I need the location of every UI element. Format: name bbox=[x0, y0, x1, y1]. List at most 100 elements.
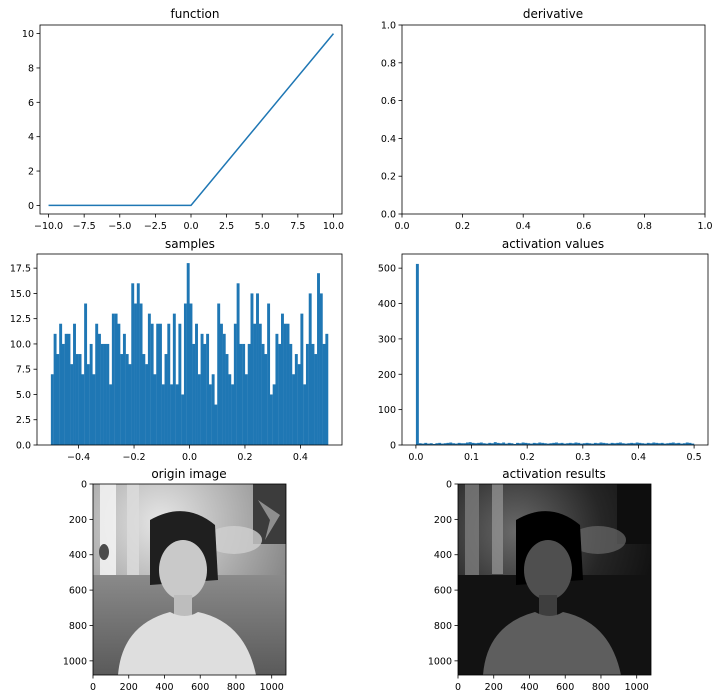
samples-bar bbox=[111, 313, 115, 445]
y-tick-label: 1.0 bbox=[381, 21, 396, 32]
samples-bar bbox=[236, 283, 240, 445]
x-tick-label: 0 bbox=[90, 682, 96, 693]
samples-bar bbox=[214, 404, 218, 445]
samples-bar bbox=[269, 394, 273, 445]
y-tick-label: 4 bbox=[28, 132, 34, 143]
chart-derivative: derivative 0.0 0.2 0.4 0.6 0.8 1.00.00.20.40.… bbox=[381, 7, 713, 232]
samples-bar bbox=[228, 374, 232, 445]
x-tick-label: 5.0 bbox=[255, 221, 270, 232]
activation-bar bbox=[613, 443, 617, 445]
samples-bar bbox=[70, 364, 74, 445]
activation-bar bbox=[644, 443, 647, 445]
activation-bar bbox=[674, 443, 678, 445]
x-tick-label: 0.0 bbox=[183, 221, 198, 232]
samples-bar bbox=[153, 374, 157, 445]
activation-bar bbox=[627, 443, 631, 445]
samples-bar bbox=[125, 354, 129, 445]
activation-bar bbox=[471, 442, 475, 445]
activation-bar bbox=[435, 443, 439, 445]
activation-bar bbox=[691, 443, 695, 445]
samples-bar bbox=[200, 333, 204, 445]
activation-bar bbox=[566, 443, 570, 445]
activation-bar bbox=[432, 443, 436, 445]
samples-bar bbox=[195, 323, 198, 445]
activation-bar bbox=[621, 443, 625, 445]
x-tick-label: 0.2 bbox=[455, 221, 470, 232]
x-tick-label: 0.1 bbox=[464, 452, 479, 463]
activation-bar bbox=[641, 443, 645, 445]
samples-bar bbox=[242, 343, 246, 445]
samples-bar bbox=[283, 323, 287, 445]
x-tick-label: 0.0 bbox=[408, 452, 423, 463]
activation-bar bbox=[538, 442, 542, 445]
samples-bar bbox=[73, 323, 76, 445]
y-tick-label: 300 bbox=[378, 334, 396, 345]
activation-bar bbox=[577, 442, 581, 445]
activation-bar bbox=[557, 443, 561, 445]
y-tick-label: 10.0 bbox=[10, 339, 31, 350]
x-tick-label: 200 bbox=[120, 682, 138, 693]
x-tick-label: 1000 bbox=[260, 682, 284, 693]
x-tick-label: 0.4 bbox=[293, 452, 308, 463]
activation-bar bbox=[479, 442, 483, 445]
activation-bar bbox=[582, 443, 586, 445]
activation-bar bbox=[549, 443, 553, 445]
activation-bar bbox=[605, 443, 609, 445]
activation-bar bbox=[502, 442, 506, 445]
samples-bar bbox=[305, 343, 309, 445]
samples-bar bbox=[164, 354, 168, 445]
activation-bar bbox=[585, 442, 589, 445]
chart-function-frame bbox=[39, 24, 343, 215]
samples-bar bbox=[208, 384, 212, 445]
activation-bar bbox=[440, 443, 444, 445]
x-tick-label: 0.0 bbox=[394, 221, 409, 232]
samples-bar bbox=[56, 354, 60, 445]
x-tick-label: 0 bbox=[455, 682, 461, 693]
samples-bar bbox=[317, 273, 320, 445]
chart-samples-ticks: −0.4 −0.2 0.0 0.2 0.4 0.0 2.5 5.0 7.5 10.0 12.5 15.… bbox=[10, 264, 308, 463]
samples-bar bbox=[78, 354, 82, 445]
samples-bar bbox=[122, 333, 126, 445]
y-tick-label: 0 bbox=[28, 201, 34, 212]
activation-bar bbox=[580, 443, 583, 445]
samples-bar bbox=[59, 323, 63, 445]
y-tick-label: 12.5 bbox=[10, 314, 31, 325]
y-tick-label: 800 bbox=[69, 621, 87, 632]
samples-bar bbox=[181, 394, 185, 445]
y-tick-label: 0.2 bbox=[381, 172, 396, 183]
activation-bar bbox=[591, 443, 595, 445]
y-tick-label: 800 bbox=[434, 621, 452, 632]
chart-origin-frame bbox=[92, 483, 287, 676]
x-tick-label: −0.4 bbox=[67, 452, 90, 463]
samples-bar bbox=[142, 354, 146, 445]
samples-bar bbox=[244, 374, 248, 445]
samples-bar bbox=[189, 303, 193, 445]
activation-bar bbox=[596, 443, 600, 445]
chart-activation-frame bbox=[401, 253, 709, 446]
samples-bar bbox=[261, 343, 265, 445]
activation-bar bbox=[504, 443, 508, 445]
x-tick-label: 400 bbox=[520, 682, 538, 693]
activation-bar bbox=[563, 443, 567, 445]
samples-bar bbox=[239, 343, 243, 445]
activation-bar bbox=[618, 442, 622, 445]
x-tick-label: 800 bbox=[592, 682, 610, 693]
y-tick-label: 0 bbox=[81, 480, 87, 491]
chart-samples-bars bbox=[50, 263, 329, 445]
x-tick-label: 0.6 bbox=[576, 221, 591, 232]
chart-derivative-frame bbox=[401, 24, 706, 215]
x-tick-label: 0.8 bbox=[637, 221, 652, 232]
y-tick-label: 1000 bbox=[63, 656, 87, 667]
y-tick-label: 2.5 bbox=[16, 415, 31, 426]
samples-bar bbox=[161, 384, 165, 445]
samples-bar bbox=[109, 384, 113, 445]
samples-bar bbox=[114, 313, 118, 445]
samples-bar bbox=[220, 323, 223, 445]
samples-bar bbox=[325, 333, 329, 445]
activation-bar bbox=[521, 442, 525, 445]
activation-bar bbox=[688, 442, 692, 445]
samples-bar bbox=[150, 323, 154, 445]
samples-bar bbox=[233, 323, 237, 445]
activation-bar bbox=[646, 442, 650, 445]
x-tick-label: 600 bbox=[191, 682, 209, 693]
